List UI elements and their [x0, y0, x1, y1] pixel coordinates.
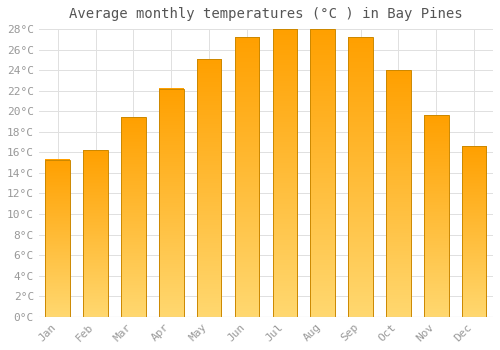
Bar — [46, 160, 70, 317]
Bar — [159, 89, 184, 317]
Bar — [462, 146, 486, 317]
Bar — [234, 37, 260, 317]
Title: Average monthly temperatures (°C ) in Bay Pines: Average monthly temperatures (°C ) in Ba… — [69, 7, 462, 21]
Bar — [348, 37, 373, 317]
Bar — [424, 116, 448, 317]
Bar — [197, 59, 222, 317]
Bar — [84, 150, 108, 317]
Bar — [121, 118, 146, 317]
Bar — [272, 29, 297, 317]
Bar — [310, 29, 335, 317]
Bar — [386, 70, 410, 317]
